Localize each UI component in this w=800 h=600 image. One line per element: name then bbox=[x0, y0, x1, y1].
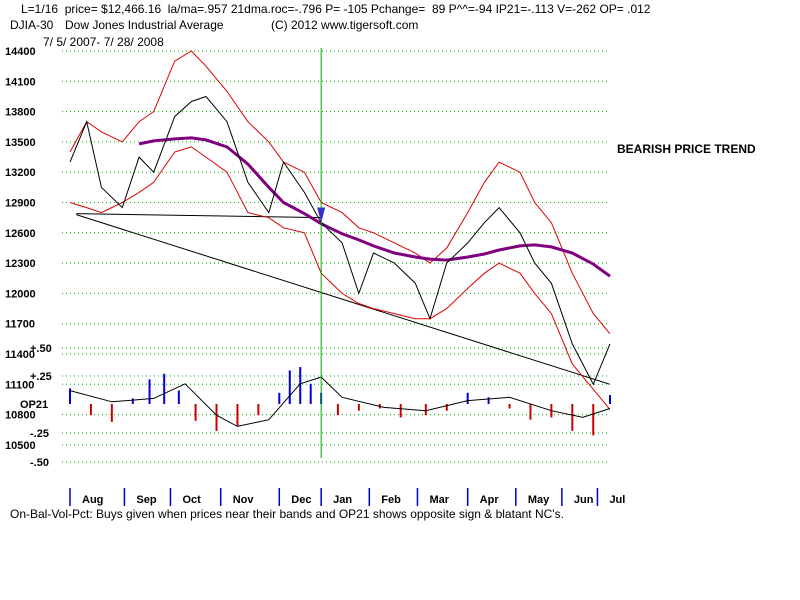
month-label: Apr bbox=[480, 494, 500, 506]
op21-bar-negative bbox=[215, 404, 218, 431]
op21-bar-negative bbox=[236, 404, 239, 427]
price-axis-label: 14100 bbox=[5, 76, 36, 88]
price-axis-label: 11100 bbox=[5, 379, 34, 391]
osc-axis-label: -.50 bbox=[30, 457, 49, 469]
month-label: May bbox=[528, 494, 550, 506]
flat-support-line bbox=[76, 213, 322, 219]
month-label: Dec bbox=[291, 494, 311, 506]
op21-bar-positive bbox=[69, 388, 71, 404]
moving-average-200 bbox=[138, 136, 611, 278]
month-label: Feb bbox=[381, 494, 401, 506]
op21-bar-negative bbox=[529, 404, 532, 420]
op21-bar-positive bbox=[309, 383, 312, 404]
price-axis-label: 14400 bbox=[5, 46, 36, 58]
op21-bar-negative bbox=[424, 404, 427, 416]
op21-bar-negative bbox=[194, 404, 197, 421]
header-stats: L=1/16 price= $12,466.16 la/ma=.957 21dm… bbox=[21, 2, 651, 16]
month-label: Nov bbox=[233, 494, 255, 506]
price-axis-label: 12000 bbox=[5, 288, 36, 300]
op21-bar-negative bbox=[257, 404, 260, 416]
price-axis-label: 11400 bbox=[5, 349, 35, 361]
price-axis-label: 12900 bbox=[5, 198, 36, 210]
price-axis-label: 13200 bbox=[5, 167, 36, 179]
op21-bar-negative bbox=[592, 404, 595, 436]
index-name: Dow Jones Industrial Average bbox=[65, 18, 224, 32]
price-axis-label: 10500 bbox=[5, 440, 36, 452]
op21-bar-positive bbox=[299, 367, 302, 404]
price-axis-label: 13500 bbox=[5, 137, 36, 149]
month-label: Jun bbox=[574, 494, 594, 506]
price-axis-label: 10800 bbox=[5, 410, 36, 422]
price-axis-label: 11700 bbox=[5, 319, 35, 331]
price-axis-label: 12300 bbox=[5, 258, 36, 270]
copyright: (C) 2012 www.tigersoft.com bbox=[271, 18, 419, 32]
footer-note: On-Bal-Vol-Pct: Buys given when prices n… bbox=[10, 507, 564, 521]
op21-bar-positive bbox=[487, 397, 490, 404]
op21-bar-negative bbox=[399, 404, 402, 418]
op21-bar-positive bbox=[288, 370, 291, 404]
osc-axis-label: +.50 bbox=[30, 343, 52, 355]
osc-axis-label: OP21 bbox=[20, 399, 48, 411]
op21-bar-positive bbox=[278, 392, 281, 404]
op21-bar-negative bbox=[110, 404, 113, 422]
op21-bar-negative bbox=[336, 404, 339, 416]
month-label: Aug bbox=[82, 494, 103, 506]
op21-bar-negative bbox=[508, 404, 511, 409]
op21-bar-negative bbox=[357, 404, 360, 411]
op21-bar-positive bbox=[177, 390, 180, 404]
symbol-label: DJIA-30 bbox=[10, 18, 54, 32]
support-trendline bbox=[76, 214, 611, 385]
op21-bar-positive bbox=[466, 392, 469, 404]
op21-bar-negative bbox=[571, 404, 574, 431]
month-label: Oct bbox=[182, 494, 201, 506]
op21-bar-positive bbox=[131, 398, 134, 404]
upper-band bbox=[69, 50, 611, 335]
month-label: Mar bbox=[429, 494, 449, 506]
op21-bar-positive bbox=[148, 379, 151, 404]
op21-bar-positive bbox=[609, 395, 611, 404]
price-line bbox=[69, 95, 611, 386]
month-label: Jan bbox=[333, 494, 352, 506]
bearish-annotation: BEARISH PRICE TREND bbox=[617, 142, 756, 156]
price-axis-label: 12600 bbox=[5, 228, 36, 240]
date-range: 7/ 5/ 2007- 7/ 28/ 2008 bbox=[43, 35, 164, 49]
month-label: Sep bbox=[136, 494, 156, 506]
op21-bar-negative bbox=[445, 404, 448, 411]
op21-bar-positive bbox=[163, 373, 166, 404]
osc-axis-label: +.25 bbox=[30, 371, 52, 383]
signal-arrow bbox=[317, 207, 326, 223]
op21-bar-negative bbox=[89, 404, 92, 416]
osc-axis-label: -.25 bbox=[30, 428, 49, 440]
month-label: Jul bbox=[609, 494, 625, 506]
price-axis-label: 13800 bbox=[5, 107, 36, 119]
lower-band bbox=[69, 146, 611, 410]
